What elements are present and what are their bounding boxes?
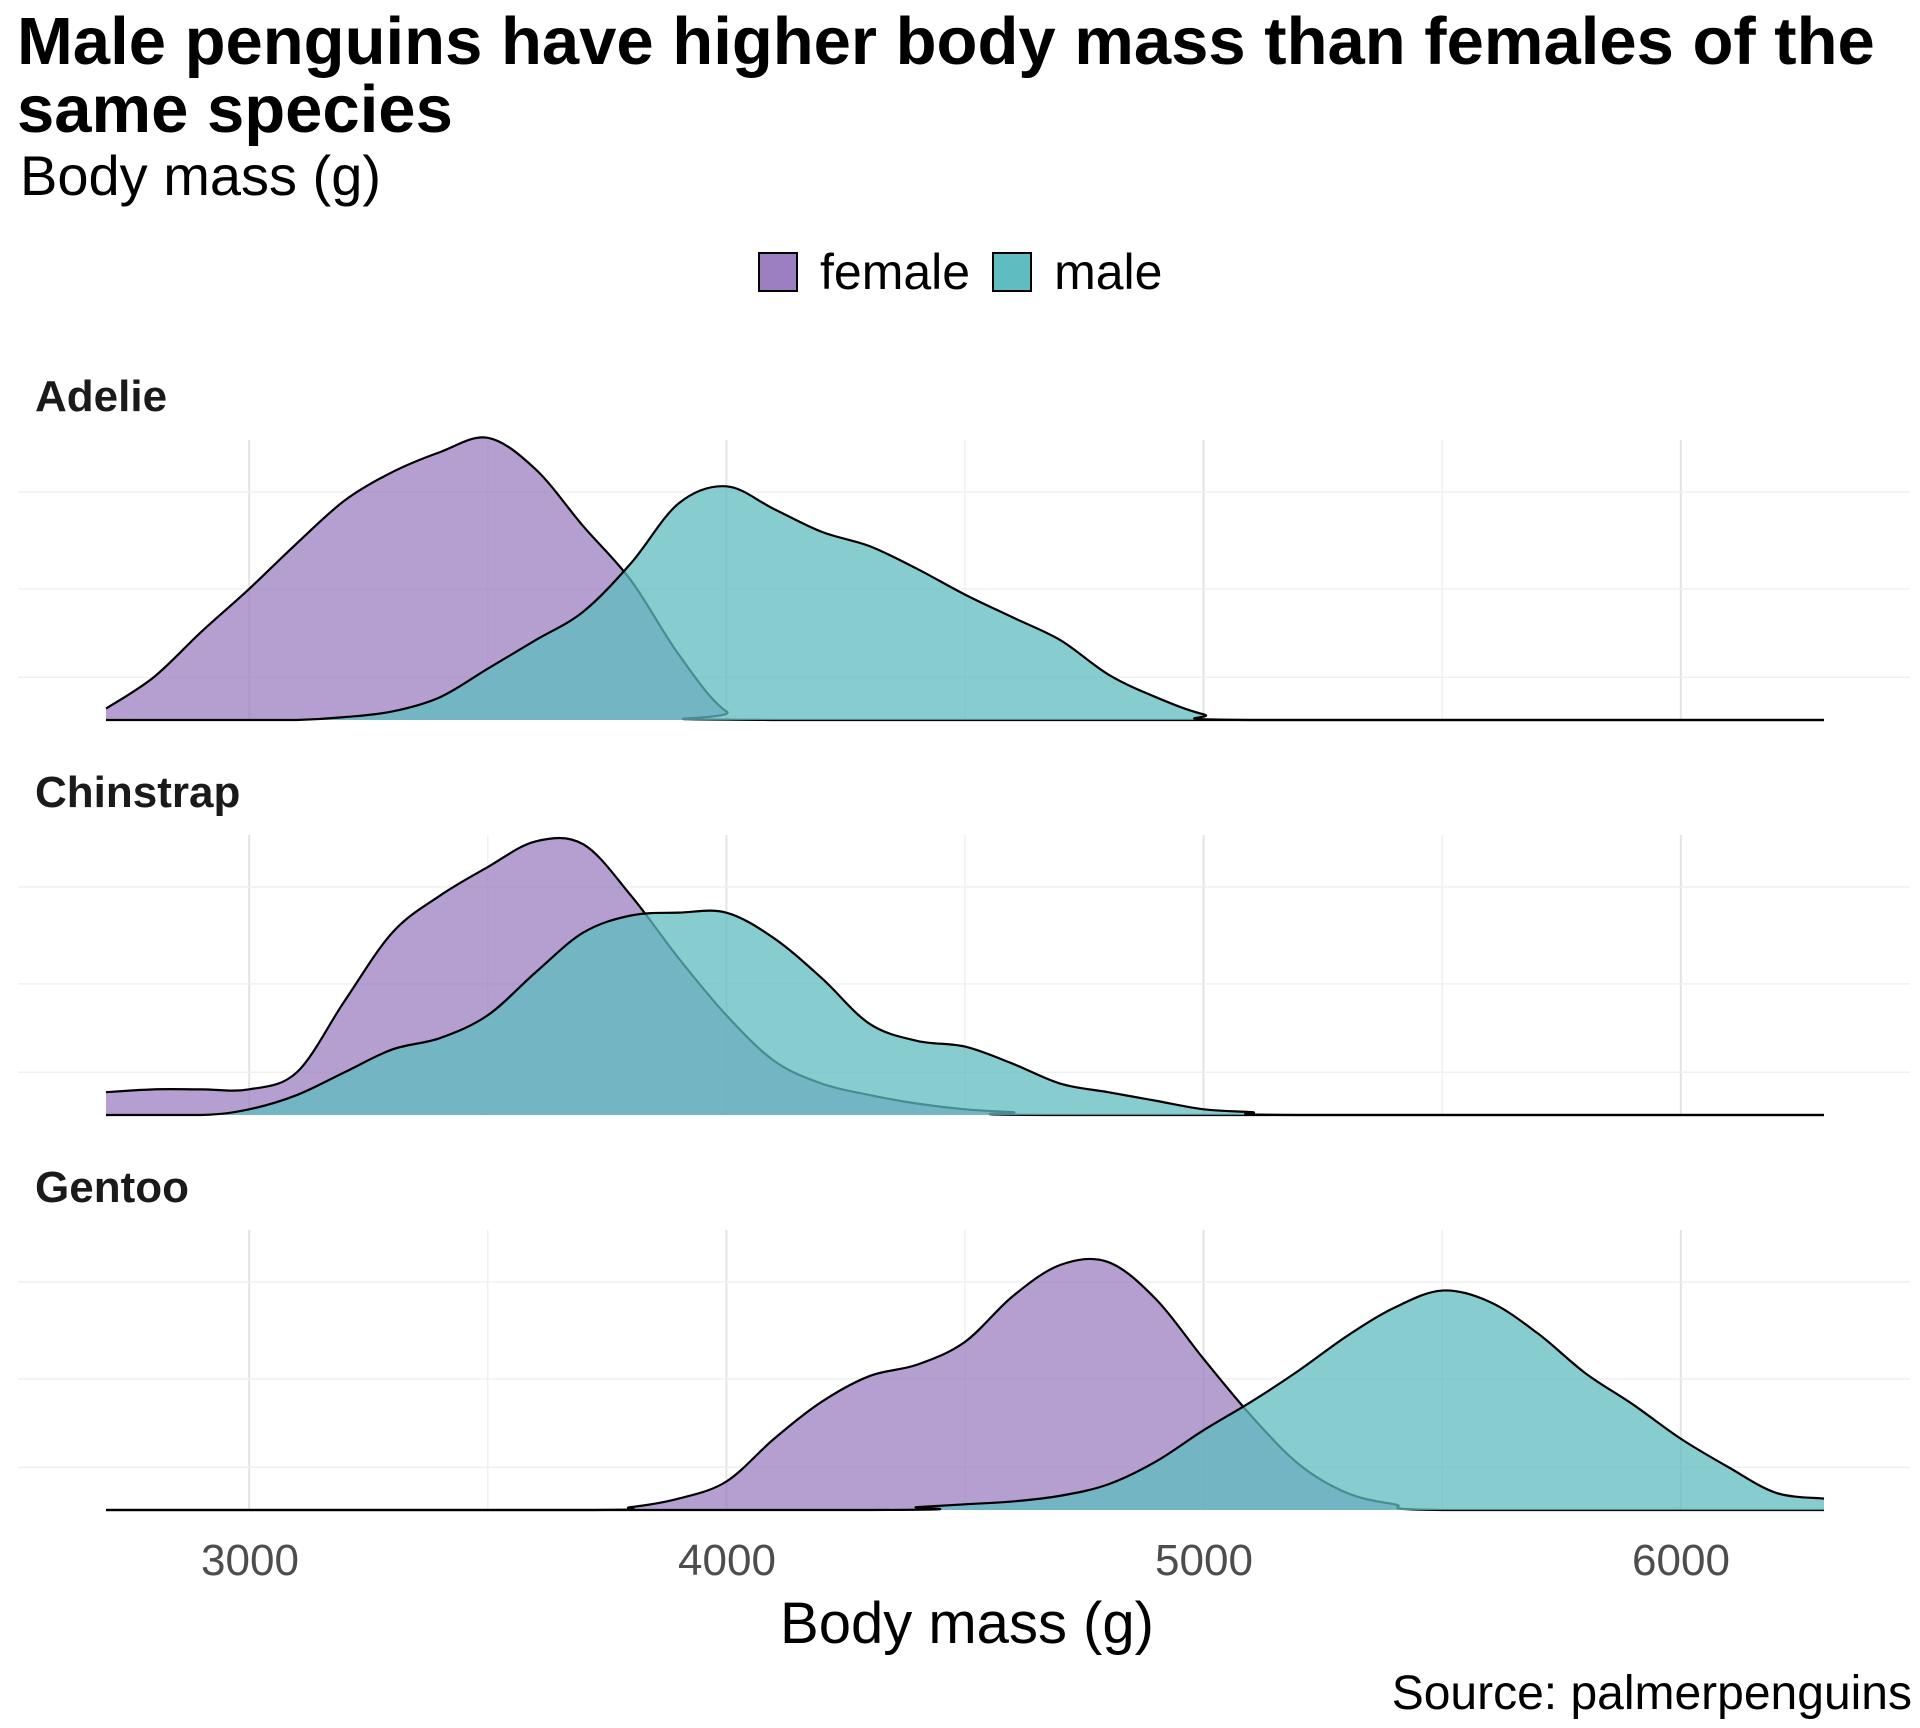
x-tick-label: 4000 — [678, 1536, 776, 1585]
legend-key-female — [758, 252, 798, 292]
chart-subtitle: Body mass (g) — [20, 144, 381, 207]
x-tick-label: 5000 — [1155, 1536, 1253, 1585]
density-outline-male — [105, 909, 1824, 1117]
x-tick-label: 3000 — [201, 1536, 299, 1585]
density-area-male — [106, 910, 1824, 1115]
legend-label-male: male — [1054, 244, 1163, 300]
legend-label-female: female — [820, 244, 971, 300]
legend-key-male — [992, 252, 1033, 292]
facet-label-chinstrap: Chinstrap — [35, 768, 241, 817]
source-caption: Source: palmerpenguins — [1391, 1667, 1912, 1720]
density-outline-male — [105, 485, 1824, 722]
facet-panel-chinstrap — [18, 835, 1910, 1117]
facet-label-adelie: Adelie — [35, 372, 168, 421]
x-axis-title: Body mass (g) — [780, 1591, 1154, 1656]
density-outline-male — [105, 1289, 1825, 1512]
legend: female male — [758, 244, 1184, 300]
facet-panel-gentoo — [18, 1230, 1910, 1512]
chart-title: Male penguins have higher body mass than… — [17, 4, 1875, 147]
density-area-male — [106, 1290, 1824, 1510]
density-area-female — [106, 1258, 1824, 1510]
density-area-male — [106, 486, 1824, 720]
x-tick-label: 6000 — [1632, 1536, 1730, 1585]
facet-label-gentoo: Gentoo — [35, 1163, 189, 1212]
facet-panel-adelie — [18, 436, 1910, 722]
